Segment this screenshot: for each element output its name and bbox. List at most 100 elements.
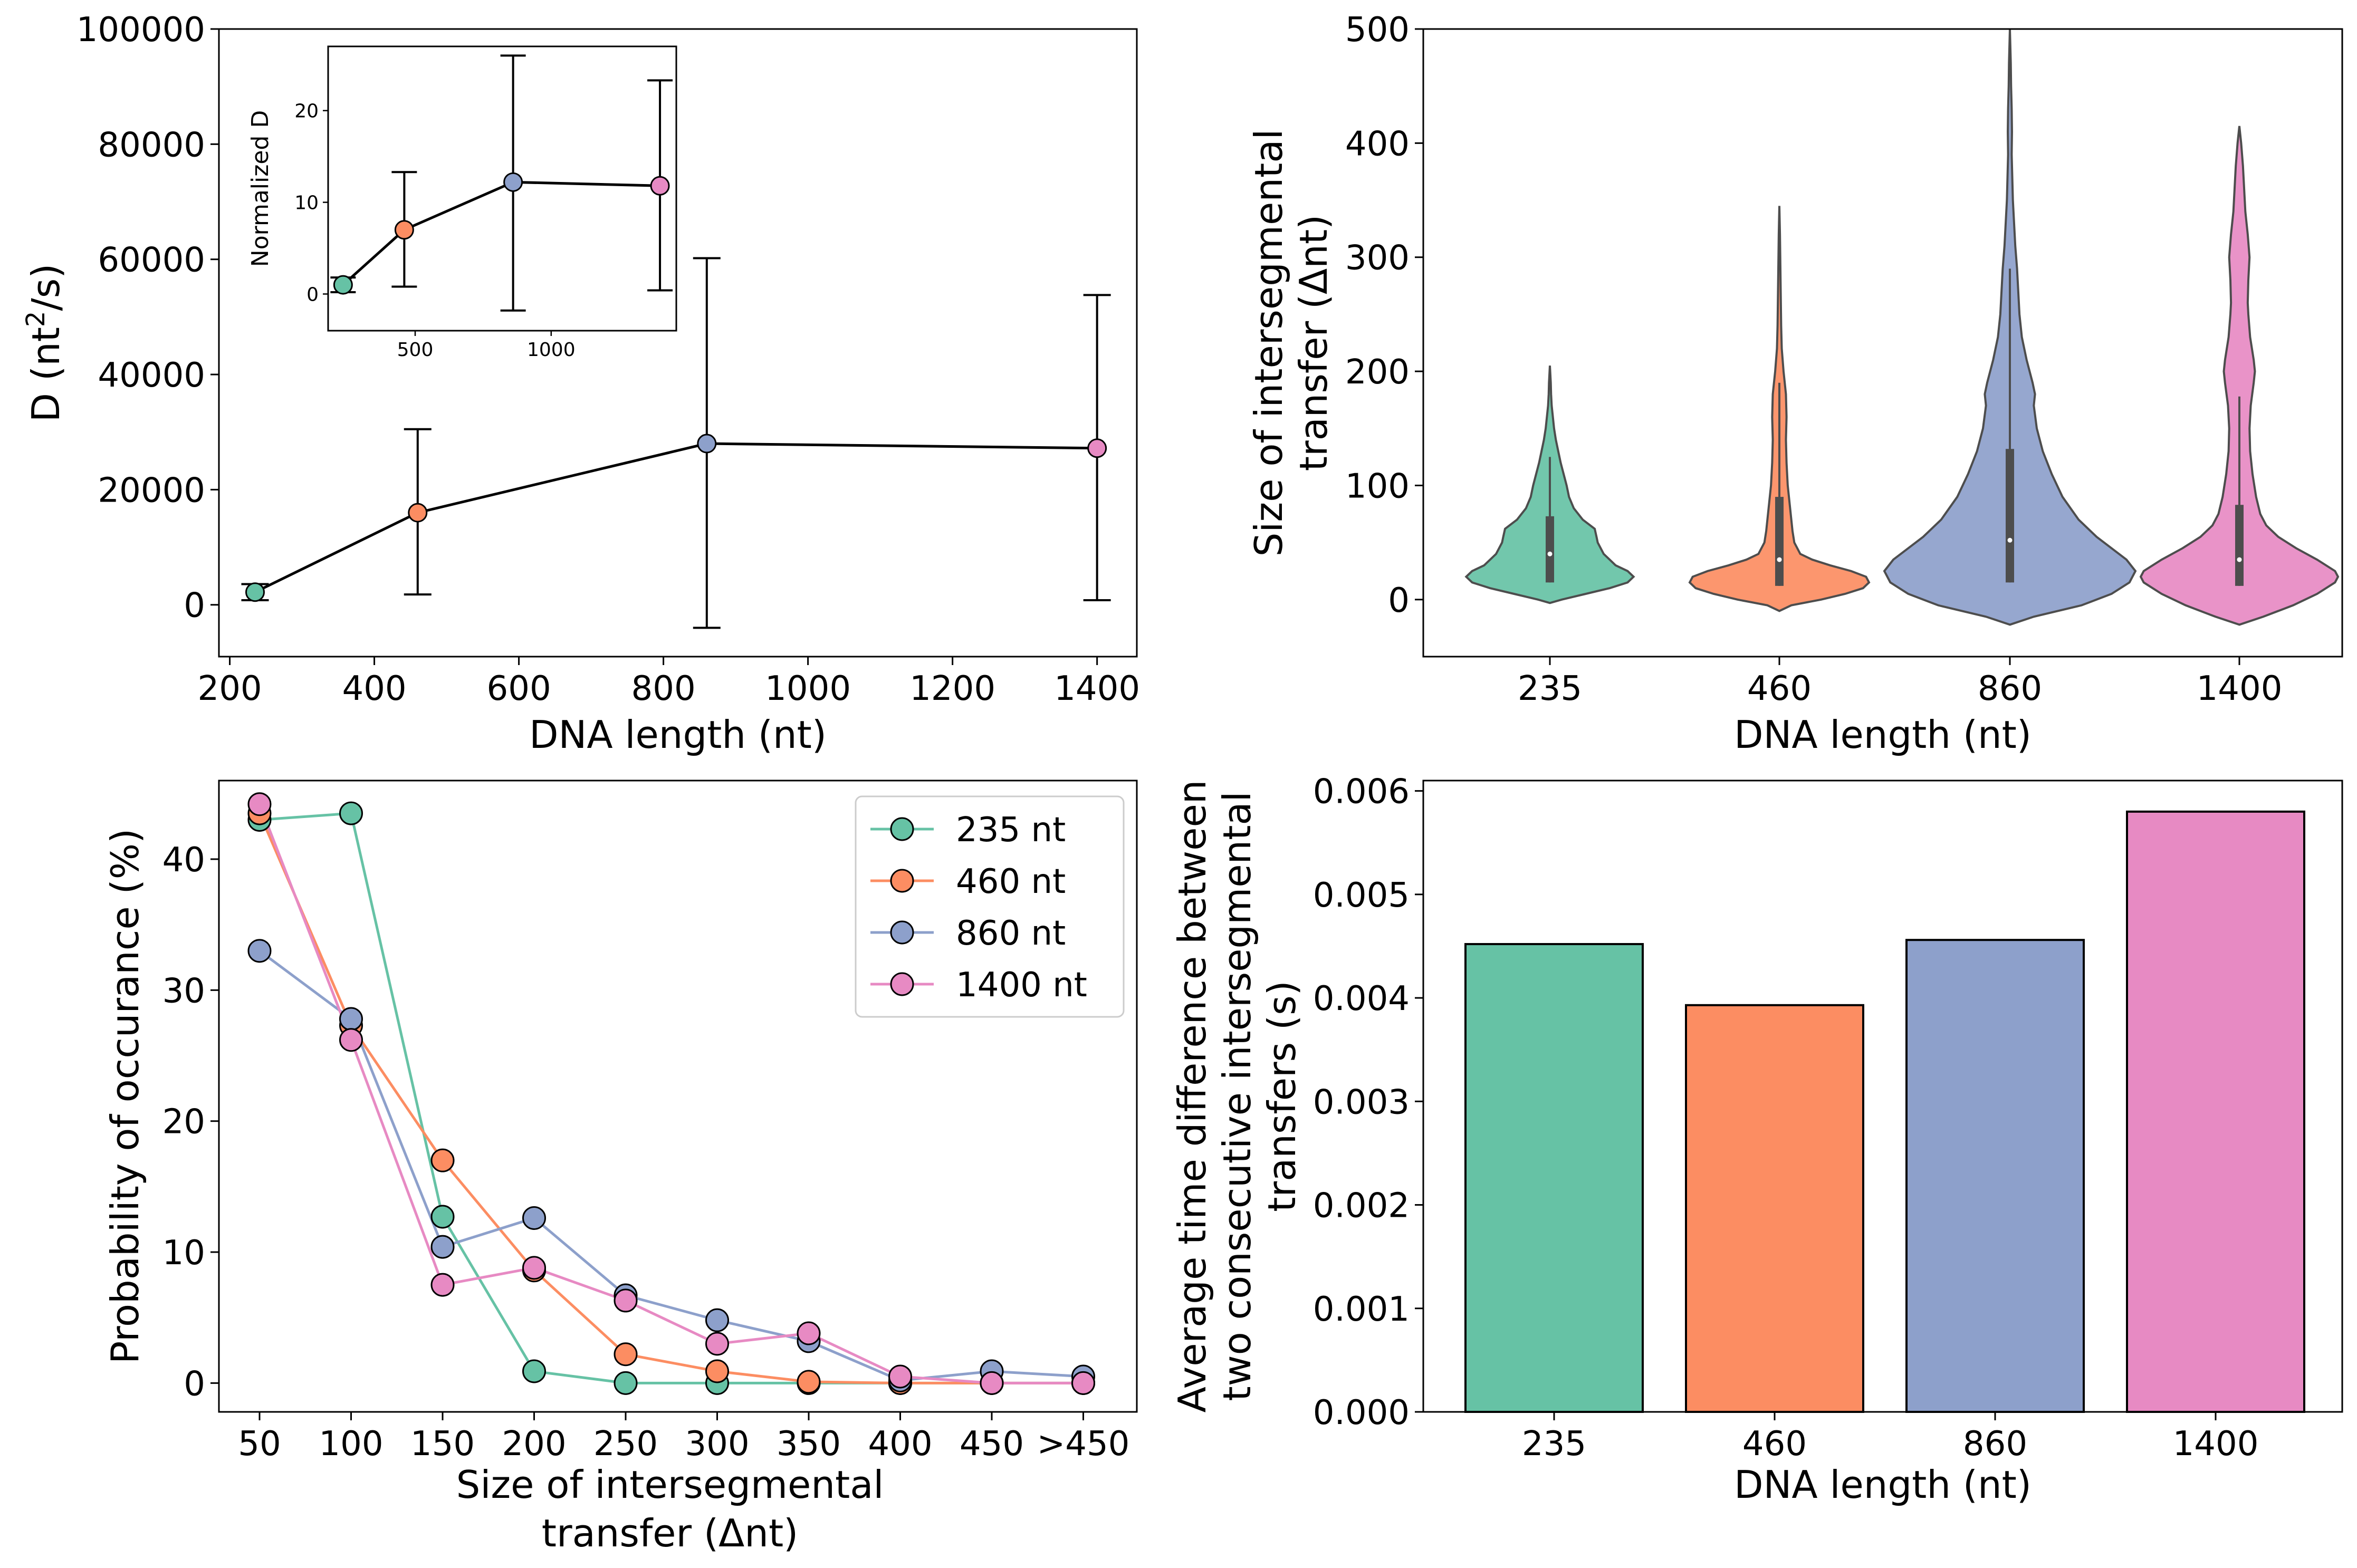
x-axis-label-line2: transfer (Δnt) [542, 1511, 799, 1555]
y-axis-label-line1: Size of intersegmental [1247, 129, 1291, 557]
x-axis-label-line1: Size of intersegmental [456, 1463, 884, 1507]
inset-data-point [333, 275, 353, 295]
data-point [705, 1308, 729, 1332]
y-tick-label: 0.002 [1313, 1187, 1410, 1226]
violin-group [1464, 29, 2340, 626]
x-tick-label: 860 [1978, 669, 2042, 708]
y-tick-label: 80000 [98, 126, 205, 165]
bar [2126, 810, 2305, 1413]
inset-series-line [342, 180, 660, 286]
x-tick-label: 200 [197, 669, 262, 708]
inset-y-tick-label: 20 [294, 101, 319, 122]
y-tick-label: 0.003 [1313, 1083, 1410, 1122]
data-point [430, 1148, 455, 1172]
data-point [430, 1235, 455, 1259]
y-axis-label-line2: transfer (Δnt) [1291, 215, 1336, 472]
x-tick-label: 460 [1742, 1425, 1807, 1464]
plot-frame [218, 28, 1138, 658]
x-tick-label: 150 [410, 1425, 475, 1464]
panel-timediff: 235 460 860 1400 0.000 0.001 0.002 0.003 0.004 0.… [1170, 773, 2343, 1507]
x-tick-label: 600 [487, 669, 551, 708]
violin-iqr-box [2006, 449, 2014, 583]
x-tick-label: 460 [1747, 669, 1812, 708]
data-point [408, 503, 428, 523]
data-point [339, 1007, 363, 1031]
legend-label: 860 nt [956, 914, 1066, 953]
data-point [1071, 1371, 1095, 1395]
violin-median [2007, 537, 2013, 543]
plot-frame [1422, 780, 2343, 1413]
data-point [247, 939, 272, 963]
legend-label: 1400 nt [956, 966, 1087, 1005]
x-tick-label: 400 [868, 1425, 932, 1464]
panel-probability: 50 100 150 200 250 300 350 400 450 >450 0 10 20 30 40 S… [103, 780, 1138, 1555]
inset-x-tick-label: 500 [397, 339, 434, 361]
bar [1685, 1004, 1864, 1413]
legend-marker [890, 972, 914, 996]
data-point [339, 1028, 363, 1052]
y-axis-label: Probability of occurance (%) [103, 829, 147, 1364]
y-tick-label: 10 [162, 1234, 205, 1273]
y-axis-label-main: D (nt [24, 327, 68, 422]
y-axis-label: D (nt2/s) [21, 264, 68, 422]
bar [1464, 943, 1644, 1413]
y-tick-label: 40 [162, 841, 205, 880]
violin-iqr-box [1546, 516, 1554, 583]
data-point [705, 1332, 729, 1356]
y-axis-label-line3: transfers (s) [1260, 980, 1304, 1211]
x-tick-label: 1000 [765, 669, 851, 708]
data-point [797, 1370, 821, 1394]
inset-y-axis-label: Normalized D [247, 110, 274, 267]
inset-x-tick-label: 1000 [527, 339, 576, 361]
x-tick-label: 350 [777, 1425, 841, 1464]
inset-data-point [394, 220, 414, 240]
x-tick-label: 400 [342, 669, 406, 708]
legend-label: 460 nt [956, 862, 1066, 901]
data-point [797, 1321, 821, 1345]
data-point [522, 1359, 546, 1383]
x-tick-label: 250 [593, 1425, 658, 1464]
y-tick-label: 0 [184, 1364, 205, 1403]
data-point [430, 1273, 455, 1297]
x-tick-label: 1400 [2197, 669, 2283, 708]
inset-y-tick-label: 0 [306, 284, 319, 305]
data-point [614, 1371, 638, 1395]
y-axis-label-line1: Average time difference between [1170, 780, 1214, 1413]
y-tick-label: 20000 [98, 471, 205, 510]
data-point [245, 582, 265, 602]
y-axis-label-line2: two consecutive intersegmental [1215, 791, 1259, 1401]
y-tick-label: 0.001 [1313, 1290, 1410, 1329]
plot-frame [1422, 28, 2343, 658]
y-tick-label: 30 [162, 971, 205, 1011]
data-point [522, 1206, 546, 1230]
y-tick-label: 100000 [76, 11, 205, 50]
y-tick-label: 0 [184, 586, 205, 626]
y-tick-label: 300 [1345, 239, 1410, 278]
y-tick-label: 40000 [98, 356, 205, 395]
inset-frame [327, 45, 677, 332]
inset-data-point [650, 176, 670, 196]
data-point [430, 1205, 455, 1229]
inset-y-tick-label: 10 [294, 193, 319, 214]
x-tick-label: 50 [238, 1425, 281, 1464]
x-axis-label: DNA length (nt) [1734, 713, 2032, 757]
y-tick-label: 100 [1345, 467, 1410, 506]
violin-body [2139, 126, 2340, 626]
legend-marker [890, 869, 914, 893]
x-tick-label: 1400 [2173, 1425, 2259, 1464]
x-tick-label: 1400 [1054, 669, 1140, 708]
y-tick-label: 0.004 [1313, 979, 1410, 1018]
data-point [697, 434, 717, 454]
x-tick-label: 100 [319, 1425, 383, 1464]
y-tick-label: 200 [1345, 353, 1410, 392]
y-tick-label: 0 [1388, 581, 1410, 620]
series-line [258, 949, 1084, 1382]
data-point [614, 1342, 638, 1367]
violin-median [2237, 557, 2242, 562]
data-point [247, 792, 272, 816]
data-point [980, 1371, 1004, 1395]
x-tick-label: 235 [1518, 669, 1582, 708]
data-point [1087, 438, 1107, 458]
x-axis-label: DNA length (nt) [1734, 1463, 2032, 1507]
